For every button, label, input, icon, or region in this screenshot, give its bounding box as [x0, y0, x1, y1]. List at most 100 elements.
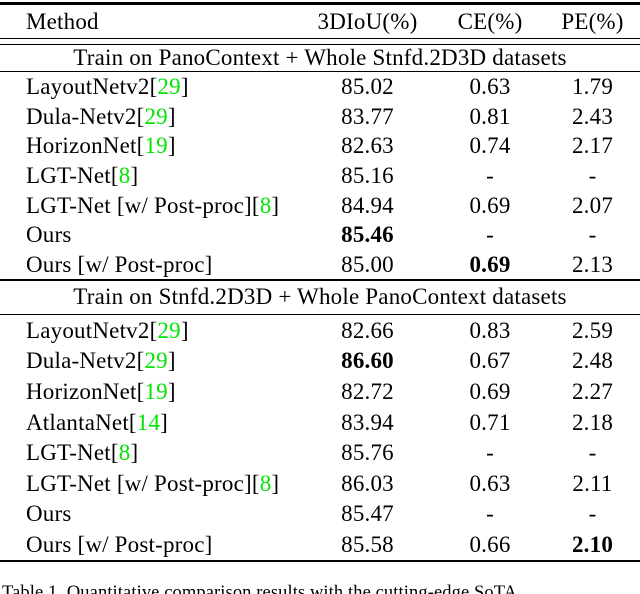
table-top-rule: [0, 2, 640, 5]
citation-ref[interactable]: [14]: [128, 409, 169, 435]
method-label: LGT-Net [w/ Post-proc]: [26, 192, 252, 218]
method-label: Dula-Netv2: [26, 348, 137, 374]
citation-ref[interactable]: [19]: [136, 378, 176, 404]
citation-number[interactable]: 29: [157, 74, 181, 100]
cell-3diou: 85.58: [341, 531, 394, 557]
results-table: Method 3DIoU(%) CE(%) PE(%) Train on Pan…: [0, 2, 640, 563]
table-bottom-rule: [0, 559, 640, 563]
cell-3diou: 85.02: [341, 74, 394, 100]
cell-ce: 0.81: [469, 103, 511, 129]
citation-ref[interactable]: [8]: [251, 192, 280, 218]
table-caption: Table 1. Quantitative comparison results…: [2, 583, 518, 594]
method-cell: HorizonNet[19]: [0, 134, 300, 157]
citation-number[interactable]: 29: [157, 317, 181, 343]
cell-pe: 2.43: [571, 103, 614, 129]
method-cell: Dula-Netv2[29]: [0, 349, 300, 372]
method-label: LayoutNetv2: [26, 317, 150, 343]
citation-ref[interactable]: [8]: [251, 470, 280, 496]
method-cell: Ours: [0, 223, 300, 246]
method-label: AtlantaNet: [26, 409, 129, 435]
method-cell: Ours [w/ Post-proc]: [0, 533, 300, 556]
cell-3diou: 82.66: [341, 317, 394, 343]
citation-number[interactable]: 29: [144, 103, 168, 129]
citation-ref[interactable]: [8]: [110, 440, 139, 466]
cell-3diou: 82.72: [341, 378, 394, 404]
horizontal-rule: [0, 279, 640, 281]
cell-pe: -: [588, 440, 597, 466]
cell-3diou: 83.77: [341, 103, 394, 129]
section-rows-stnfd2d3d: LayoutNetv2[29] 82.66 0.83 2.59 Dula-Net…: [0, 315, 640, 560]
citation-ref[interactable]: [29]: [149, 74, 189, 100]
cell-3diou: 85.00: [341, 251, 394, 277]
table-row: Ours [w/ Post-proc] 85.00 0.69 2.13: [0, 250, 640, 280]
cell-pe: 2.17: [571, 133, 614, 159]
citation-ref[interactable]: [19]: [136, 133, 176, 159]
cell-pe: -: [588, 163, 597, 189]
method-label: HorizonNet: [26, 378, 137, 404]
citation-number[interactable]: 8: [118, 163, 131, 189]
method-label: Ours [w/ Post-proc]: [26, 531, 213, 557]
cell-pe: 2.07: [571, 192, 614, 218]
method-label: LGT-Net [w/ Post-proc]: [26, 470, 252, 496]
citation-number[interactable]: 14: [136, 409, 161, 435]
method-label: Ours: [26, 222, 72, 248]
section-rows-panocontext: LayoutNetv2[29] 85.02 0.63 1.79 Dula-Net…: [0, 72, 640, 279]
cell-ce: -: [486, 222, 494, 248]
horizontal-rule: [0, 313, 640, 315]
method-cell: LGT-Net[8]: [0, 164, 300, 187]
cell-pe: 2.11: [572, 470, 613, 496]
method-cell: Ours [w/ Post-proc]: [0, 253, 300, 276]
citation-number[interactable]: 19: [144, 378, 168, 404]
method-cell: LGT-Net [w/ Post-proc][8]: [0, 194, 300, 217]
cell-ce: 0.69: [469, 192, 511, 218]
cell-3diou: 82.63: [341, 133, 394, 159]
cell-ce: 0.67: [469, 348, 511, 374]
cell-ce: 0.63: [469, 74, 511, 100]
cell-ce: -: [486, 501, 494, 527]
cell-ce: 0.63: [469, 470, 511, 496]
cell-pe: 2.18: [571, 409, 614, 435]
column-header-3diou: 3DIoU(%): [317, 8, 418, 34]
table-row: AtlantaNet[14] 83.94 0.71 2.18: [0, 407, 640, 438]
header-double-rule: [0, 37, 640, 45]
citation-number[interactable]: 19: [144, 133, 168, 159]
method-cell: HorizonNet[19]: [0, 380, 300, 403]
cell-ce: 0.66: [469, 531, 511, 557]
citation-ref[interactable]: [8]: [110, 163, 139, 189]
citation-number[interactable]: 8: [118, 440, 131, 466]
cell-ce: 0.69: [469, 378, 511, 404]
citation-number[interactable]: 29: [144, 348, 168, 374]
citation-ref[interactable]: [29]: [136, 348, 176, 374]
table-row: Ours 85.46 - -: [0, 220, 640, 250]
horizontal-rule: [0, 70, 640, 72]
section-title-panocontext: Train on PanoContext + Whole Stnfd.2D3D …: [73, 44, 567, 70]
method-label: Dula-Netv2: [26, 103, 137, 129]
method-cell: Ours: [0, 502, 300, 525]
table-row: Ours [w/ Post-proc] 85.58 0.66 2.10: [0, 529, 640, 560]
table-row: LGT-Net[8] 85.76 - -: [0, 437, 640, 468]
cell-ce: 0.83: [469, 317, 511, 343]
cell-3diou: 85.46: [341, 222, 394, 248]
cell-3diou: 83.94: [341, 409, 394, 435]
method-cell: Dula-Netv2[29]: [0, 105, 300, 128]
table-row: Dula-Netv2[29] 83.77 0.81 2.43: [0, 102, 640, 132]
citation-number[interactable]: 8: [259, 470, 272, 496]
citation-ref[interactable]: [29]: [149, 317, 189, 343]
cell-3diou: 84.94: [341, 192, 394, 218]
cell-pe: -: [588, 501, 597, 527]
table-row: Dula-Netv2[29] 86.60 0.67 2.48: [0, 346, 640, 377]
citation-number[interactable]: 8: [259, 192, 272, 218]
method-cell: AtlantaNet[14]: [0, 411, 300, 434]
column-header-pe: PE(%): [561, 8, 624, 34]
table-row: HorizonNet[19] 82.63 0.74 2.17: [0, 131, 640, 161]
method-label: LayoutNetv2: [26, 74, 150, 100]
cell-pe: 2.27: [571, 378, 614, 404]
method-label: Ours: [26, 501, 72, 527]
table-row: Ours 85.47 - -: [0, 498, 640, 529]
cell-pe: 2.10: [571, 531, 614, 557]
cell-ce: -: [486, 440, 494, 466]
cell-pe: 2.59: [571, 317, 614, 343]
cell-ce: 0.74: [469, 133, 511, 159]
citation-ref[interactable]: [29]: [136, 103, 176, 129]
